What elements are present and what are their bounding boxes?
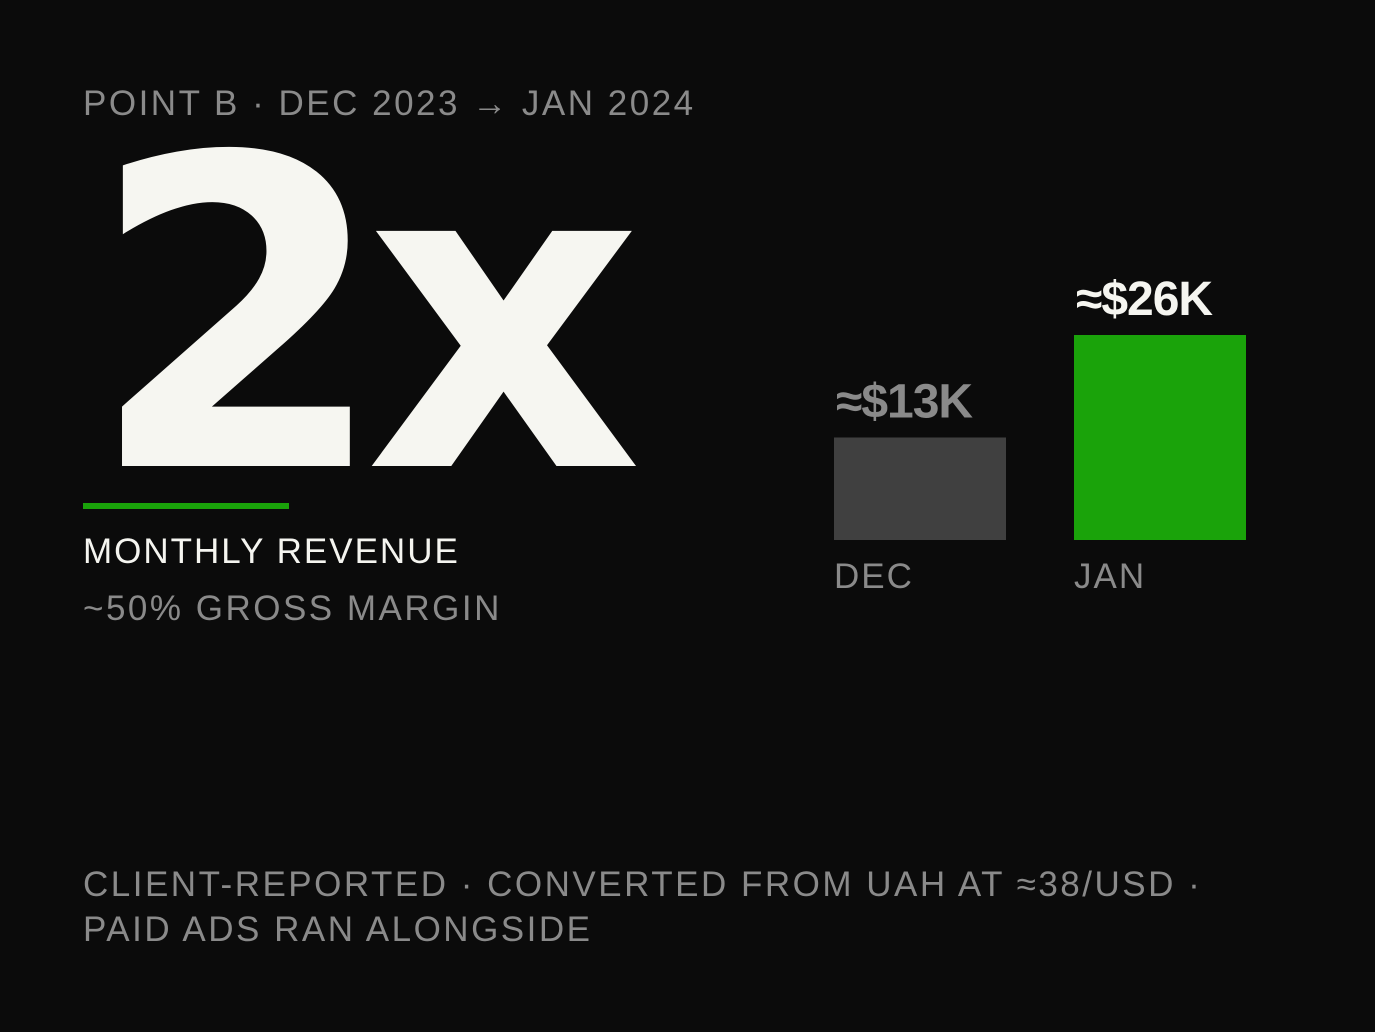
accent-rule (83, 503, 289, 509)
footnote-line-1: CLIENT-REPORTED · CONVERTED FROM UAH AT … (83, 865, 1203, 904)
bar-jan (1074, 335, 1246, 540)
category-label-dec: DEC (834, 557, 914, 596)
bar-dec (834, 437, 1006, 540)
multiplier-headline: 2x (88, 68, 643, 568)
bar-value-label-dec: ≈$13K (836, 376, 973, 429)
period-eyebrow: POINT B · DEC 2023 → JAN 2024 (83, 84, 696, 123)
metric-label: MONTHLY REVENUE (83, 532, 460, 571)
gross-margin-note: ~50% GROSS MARGIN (83, 589, 502, 628)
bar-value-label-jan: ≈$26K (1076, 273, 1213, 326)
footnote-line-2: PAID ADS RAN ALONGSIDE (83, 910, 593, 949)
footnote: CLIENT-REPORTED · CONVERTED FROM UAH AT … (83, 862, 1283, 952)
category-label-jan: JAN (1074, 557, 1146, 596)
